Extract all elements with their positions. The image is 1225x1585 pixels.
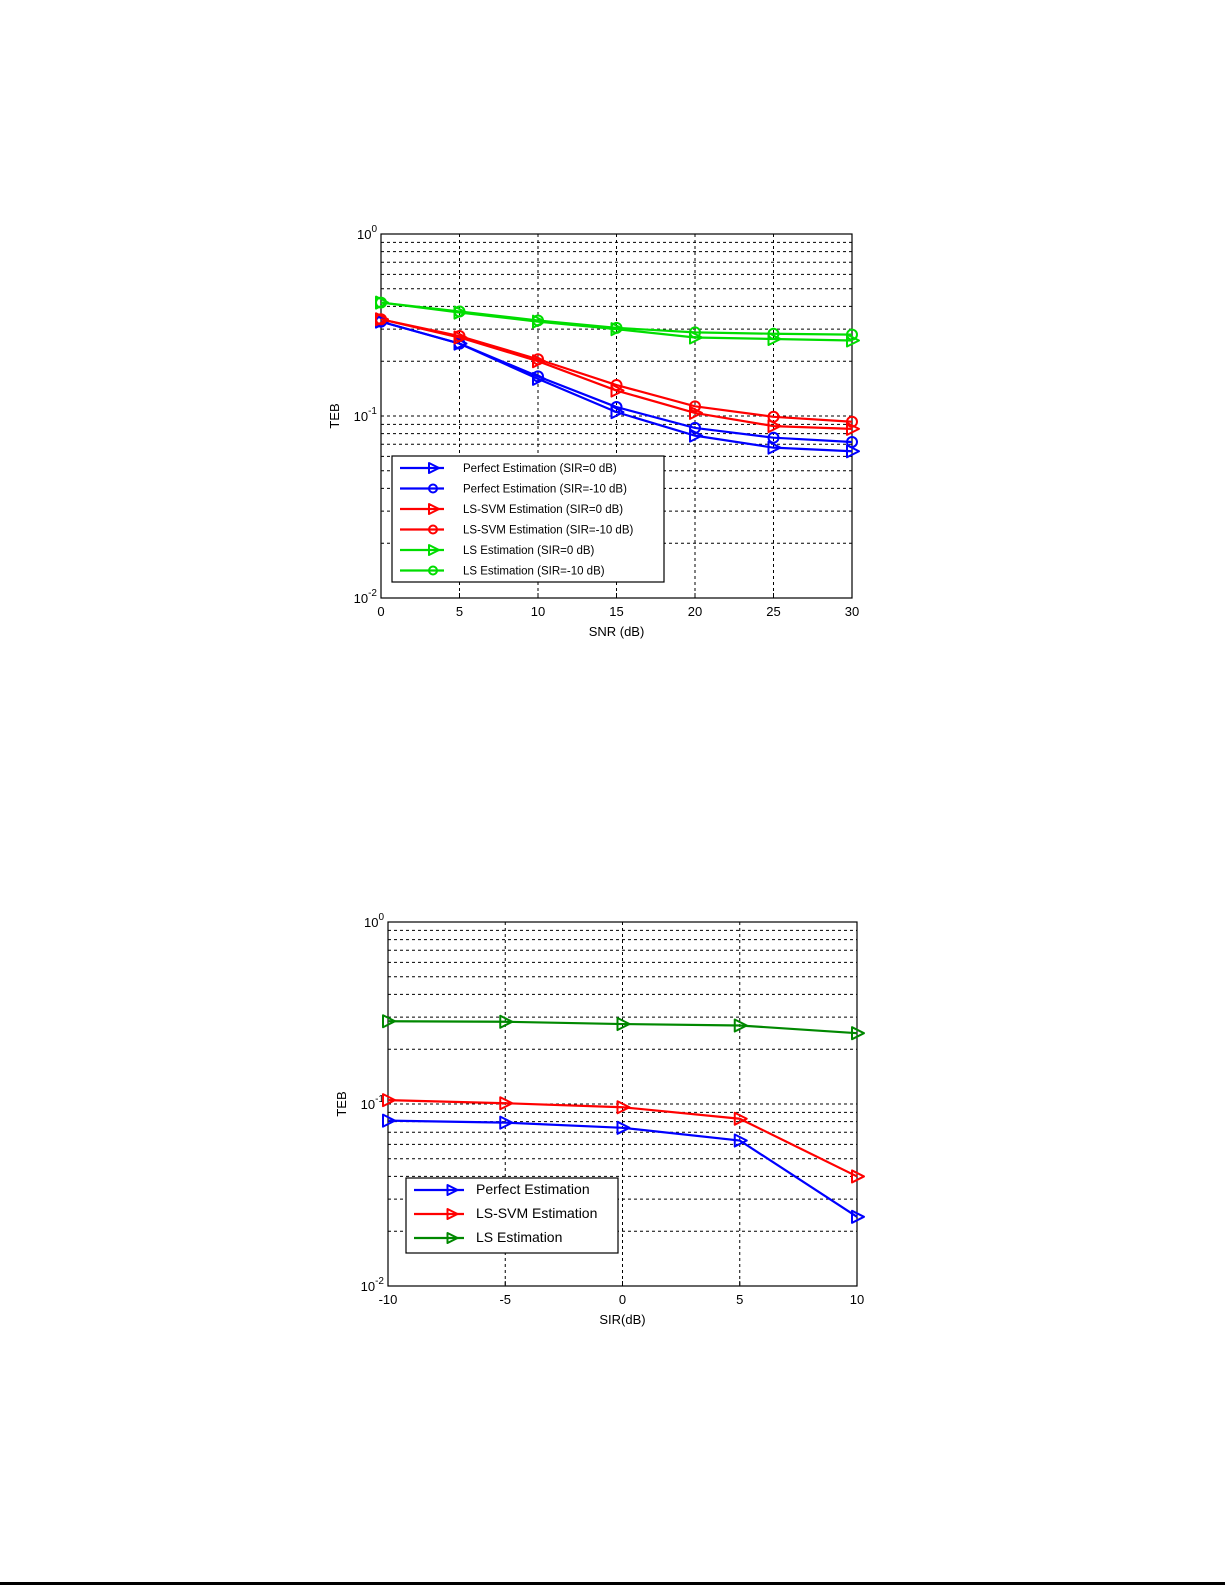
data-point [453, 305, 466, 318]
legend-label: Perfect Estimation (SIR=0 dB) [463, 463, 617, 475]
legend-marker [428, 524, 438, 535]
x-tick-label: 20 [688, 604, 702, 619]
data-point [767, 419, 782, 434]
data-point [767, 327, 780, 340]
data-point [375, 296, 387, 309]
y-axis-label: TEB [327, 403, 342, 428]
legend-label: LS Estimation (SIR=0 dB) [463, 545, 595, 557]
data-point [846, 435, 858, 448]
data-point [616, 1120, 631, 1135]
x-axis-label: SIR(dB) [599, 1312, 645, 1327]
data-point [851, 1209, 865, 1224]
legend-marker [446, 1232, 459, 1244]
y-tick-label: 10-2 [354, 588, 378, 606]
x-tick-label: 0 [377, 604, 384, 619]
data-point [532, 370, 544, 383]
series-line [380, 318, 853, 423]
data-point [733, 1133, 748, 1148]
data-point [767, 440, 782, 455]
x-tick-label: 10 [850, 1292, 864, 1307]
legend-marker [428, 483, 438, 494]
legend-label: Perfect Estimation (SIR=-10 dB) [463, 484, 627, 496]
data-point [689, 326, 701, 339]
legend-label: LS Estimation (SIR=-10 dB) [463, 566, 605, 578]
page-bottom-rule [0, 1582, 1225, 1585]
y-tick-label: 10-2 [361, 1276, 385, 1294]
data-point [767, 431, 780, 444]
data-point [453, 330, 466, 343]
data-point [689, 405, 703, 420]
y-tick-label: 100 [357, 224, 377, 242]
data-point [846, 333, 860, 348]
data-point [733, 1111, 748, 1126]
legend-label: LS-SVM Estimation [476, 1205, 597, 1221]
data-point [610, 401, 623, 414]
data-point [767, 331, 782, 346]
x-tick-label: 15 [609, 604, 623, 619]
legend-label: Perfect Estimation [476, 1181, 590, 1197]
y-tick-label: 100 [364, 912, 384, 930]
y-axis-label: TEB [334, 1091, 349, 1116]
data-point [499, 1096, 514, 1111]
data-point [733, 1018, 748, 1033]
data-point [616, 1017, 631, 1032]
legend-marker [428, 565, 438, 576]
data-point [382, 1113, 396, 1128]
x-axis-label: SNR (dB) [589, 624, 645, 639]
x-tick-label: -10 [379, 1292, 398, 1307]
data-point [846, 328, 858, 341]
data-point [499, 1115, 514, 1130]
data-point [610, 383, 625, 398]
x-tick-label: 5 [736, 1292, 743, 1307]
legend-marker [446, 1184, 459, 1196]
legend-label: LS-SVM Estimation (SIR=0 dB) [463, 504, 623, 516]
x-tick-label: 10 [531, 604, 545, 619]
x-tick-label: 5 [456, 604, 463, 619]
data-point [846, 444, 860, 459]
legend-marker [446, 1208, 459, 1220]
data-point [851, 1169, 865, 1184]
data-point [375, 313, 387, 326]
data-point [767, 410, 780, 423]
y-tick-label: 10-1 [354, 406, 378, 424]
legend-label: LS Estimation [476, 1229, 562, 1245]
x-tick-label: -5 [499, 1292, 511, 1307]
series-line [387, 1020, 858, 1035]
data-point [382, 1014, 396, 1029]
data-point [610, 405, 625, 420]
series-line [380, 301, 853, 336]
data-point [689, 400, 701, 413]
data-point [610, 321, 623, 334]
data-point [382, 1093, 396, 1108]
y-tick-label: 10-1 [361, 1094, 385, 1112]
data-point [499, 1014, 514, 1029]
legend-marker [428, 462, 440, 474]
data-point [610, 379, 623, 392]
data-point [846, 415, 858, 428]
legend-marker [428, 503, 440, 515]
series-line [387, 1099, 858, 1178]
data-point [616, 1100, 631, 1115]
chart-teb-vs-snr: 0 5 10 15 20 25 30 10-2 10-1 100 SNR (dB) TEB Perfec… [327, 224, 860, 639]
series-line [387, 1119, 858, 1218]
data-point [851, 1026, 865, 1041]
data-point [532, 353, 544, 366]
x-tick-label: 0 [619, 1292, 626, 1307]
legend-label: LS-SVM Estimation (SIR=-10 dB) [463, 525, 633, 537]
x-tick-label: 25 [766, 604, 780, 619]
legend-marker [428, 544, 440, 556]
data-point [532, 314, 544, 327]
legend-box [391, 455, 665, 583]
data-point [689, 330, 703, 345]
data-point [689, 421, 701, 434]
series-line [380, 320, 853, 444]
x-tick-label: 30 [845, 604, 859, 619]
